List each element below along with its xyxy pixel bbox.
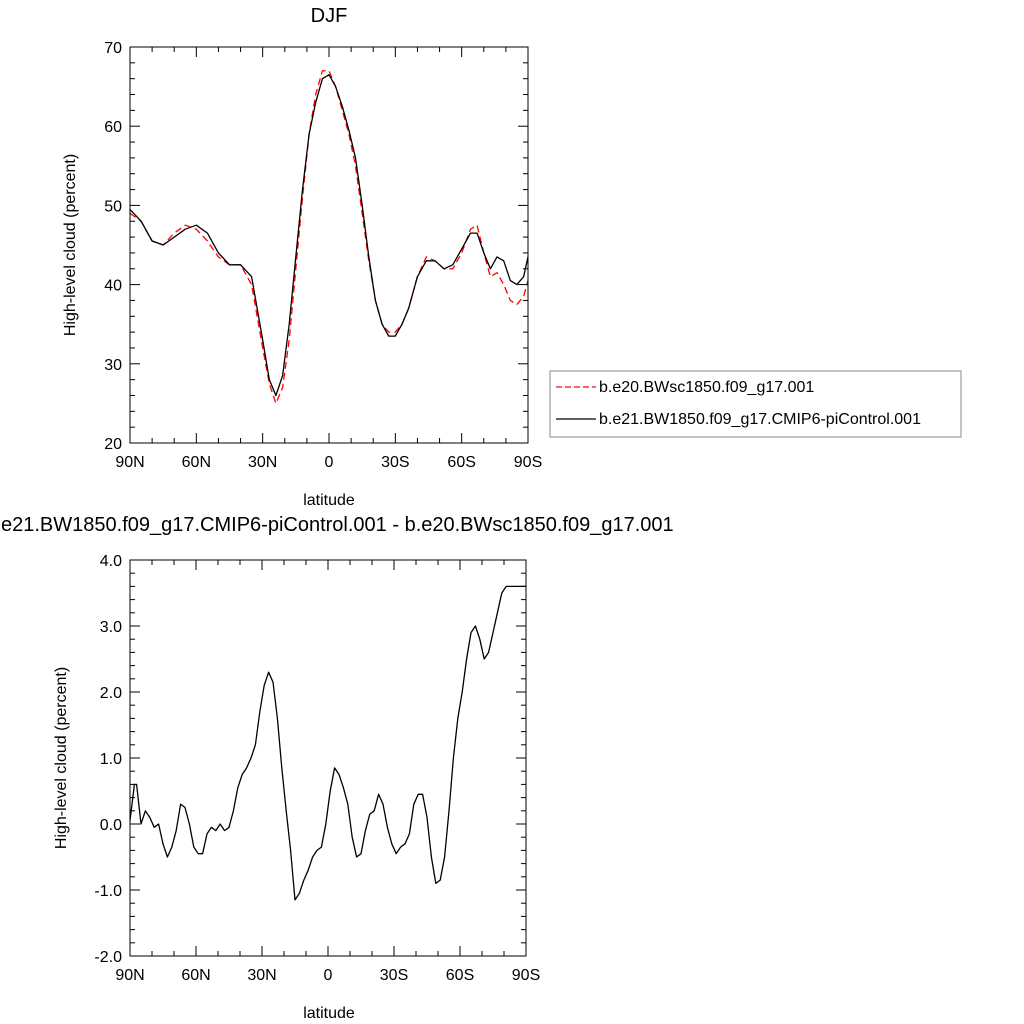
bottom-y-tick-label: -1.0 [94,883,122,900]
bottom-y-tick-label: 2.0 [100,685,122,702]
top-x-tick-label: 30S [381,454,409,471]
bottom-series-lines [129,585,526,901]
bottom-y-tick-label: 3.0 [100,619,122,636]
bottom-y-tick-label: 4.0 [100,553,122,570]
top-x-tick-label: 0 [325,454,334,471]
top-series-lines [129,70,529,405]
bottom-x-tick-label: 60S [446,967,474,984]
bottom-y-axis-label: High-level cloud (percent) [53,667,70,849]
bottom-y-tick-label: 0.0 [100,817,122,834]
top-x-tick-label: 60N [182,454,211,471]
top-x-tick-label: 30N [248,454,277,471]
top-y-tick-label: 20 [104,436,122,453]
bottom-x-tick-label: 0 [324,967,333,984]
top-x-tick-label: 90S [514,454,542,471]
legend: b.e20.BWsc1850.f09_g17.001 b.e21.BW1850.… [549,370,962,438]
top-x-tick-label: 90N [115,454,144,471]
top-x-tick-label: 60S [447,454,475,471]
bottom-x-tick-label: 30N [247,967,276,984]
bottom-axis-ticks: 90N 60N 30N 0 30S 60S 90S -2.0 -1.0 0.0 1.0 2.0 3.0 4… [94,553,540,984]
bottom-y-tick-label: 1.0 [100,751,122,768]
top-series-line-2 [129,74,529,397]
top-y-tick-label: 70 [104,40,122,57]
bottom-x-tick-label: 60N [181,967,210,984]
top-y-tick-label: 50 [104,198,122,215]
bottom-x-axis-label: latitude [303,1005,355,1022]
bottom-chart-title: b.e21.BW1850.f09_g17.CMIP6-piControl.001… [0,514,674,536]
top-y-tick-label: 60 [104,119,122,136]
top-panel: DJF 90N 60N 30N 0 30S 60S 90S 20 30 40 50 60 70 lati… [62,5,542,509]
top-y-axis-label: High-level cloud (percent) [62,154,79,336]
top-y-tick-label: 40 [104,278,122,295]
top-y-tick-label: 30 [104,357,122,374]
bottom-plot-frame [129,559,527,957]
top-chart-title: DJF [311,5,348,27]
bottom-panel: b.e21.BW1850.f09_g17.CMIP6-piControl.001… [0,514,674,1022]
top-axis-ticks: 90N 60N 30N 0 30S 60S 90S 20 30 40 50 60 70 [104,40,542,471]
top-x-axis-label: latitude [303,492,355,509]
bottom-y-tick-label: -2.0 [94,949,122,966]
bottom-x-tick-label: 90N [115,967,144,984]
bottom-series-line-1 [129,585,526,901]
bottom-x-tick-label: 90S [512,967,540,984]
legend-label-series-2: b.e21.BW1850.f09_g17.CMIP6-piControl.001 [599,411,921,428]
bottom-x-tick-label: 30S [380,967,408,984]
top-plot-frame [129,46,529,444]
legend-label-series-1: b.e20.BWsc1850.f09_g17.001 [599,379,814,396]
legend-box [549,370,962,438]
